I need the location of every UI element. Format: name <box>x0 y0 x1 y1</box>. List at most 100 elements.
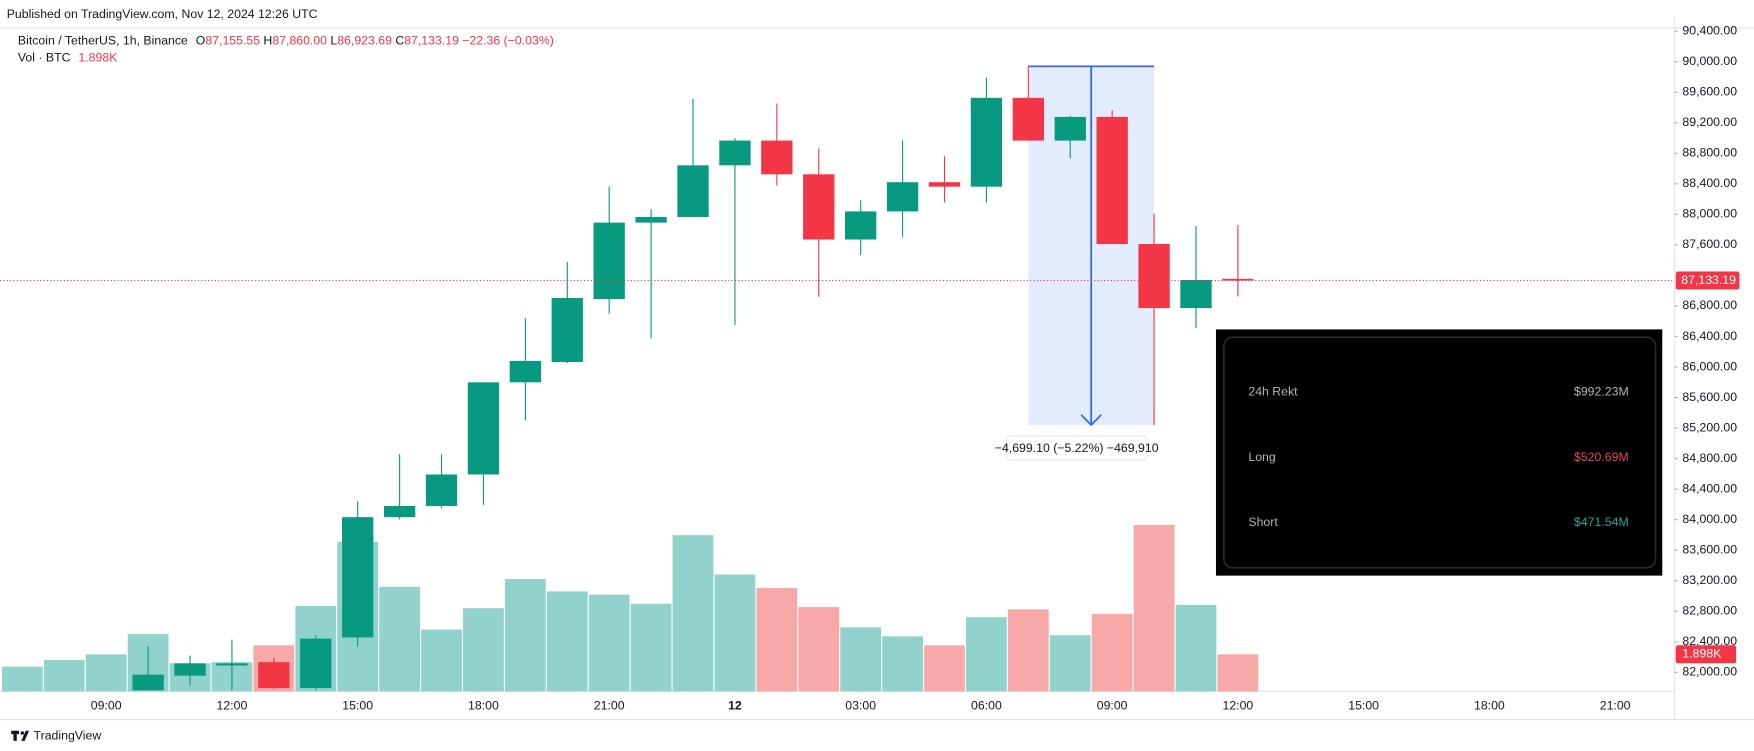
candle-body <box>509 360 542 383</box>
y-tick-label: 88,000.00 <box>1682 207 1737 221</box>
y-tick-label: 90,000.00 <box>1682 54 1737 68</box>
volume-bar <box>714 574 756 692</box>
volume-bar <box>1049 635 1091 692</box>
candle-body <box>383 505 416 518</box>
y-tick-label: 84,000.00 <box>1682 512 1737 526</box>
candle-body <box>467 382 500 475</box>
candle-body <box>425 474 458 506</box>
volume-bar <box>504 578 546 692</box>
candle-layer <box>132 66 1254 691</box>
candle-body <box>342 517 374 638</box>
measure-arrowhead <box>1080 414 1102 427</box>
ohlc-value: 87,155.55 <box>205 34 260 48</box>
x-tick-label: 09:00 <box>91 698 122 712</box>
y-tick-label: 84,400.00 <box>1682 481 1737 495</box>
volume-bar <box>966 617 1007 692</box>
ohlc-value: 87,133.19 <box>404 34 459 48</box>
volume-bar <box>924 645 965 692</box>
volume-bar <box>798 607 840 692</box>
y-tick-label: 82,800.00 <box>1682 604 1737 618</box>
candle-body <box>216 663 248 666</box>
x-tick-label: 06:00 <box>971 698 1002 712</box>
x-tick-label: 21:00 <box>1600 698 1631 712</box>
overlay-frame <box>1222 336 1657 569</box>
candle-body <box>970 97 1003 187</box>
volume-bar <box>463 608 504 692</box>
volume-bar <box>1175 604 1217 692</box>
volume-bar <box>756 587 798 692</box>
ohlc-key: L <box>330 34 337 48</box>
volume-bar <box>546 591 588 692</box>
x-tick-label: 12:00 <box>217 698 248 712</box>
y-tick-label: 90,400.00 <box>1682 23 1737 37</box>
volume-title: Vol · BTC <box>18 51 71 65</box>
overlay-label: 24h Rekt <box>1248 385 1298 399</box>
volume-bar <box>379 586 421 692</box>
candle-body <box>593 222 625 300</box>
ohlc-key: H <box>263 34 272 48</box>
candle-body <box>1054 116 1086 141</box>
candle-body <box>551 297 583 363</box>
candle-body <box>677 165 709 217</box>
candle-body <box>1222 278 1254 281</box>
measure-label-box <box>1005 435 1148 461</box>
x-tick-label: 12:00 <box>1223 698 1254 712</box>
volume-bar <box>672 535 714 692</box>
volume-bar <box>1217 654 1259 692</box>
y-tick-label: 88,800.00 <box>1682 146 1737 160</box>
x-tick-label: 18:00 <box>468 698 499 712</box>
candle-body <box>886 182 919 212</box>
volume-bar <box>421 629 462 692</box>
candle-body <box>803 174 835 240</box>
ohlc-key: O <box>196 34 206 48</box>
candle-body <box>258 662 290 689</box>
volume-value: 1.898K <box>78 51 118 65</box>
overlay-panel <box>1215 329 1663 576</box>
publisher: Published on TradingView.com, Nov 12, 20… <box>7 7 318 21</box>
last-price-label: 87,133.19 <box>1681 273 1736 287</box>
y-tick-label: 86,800.00 <box>1682 298 1737 312</box>
candle-body <box>1096 116 1128 245</box>
symbol-line: Bitcoin / TetherUS, 1h, Binance O87,155.… <box>18 34 554 48</box>
x-tick-label: 03:00 <box>845 698 876 712</box>
symbol: Bitcoin / TetherUS, 1h, Binance <box>18 34 188 48</box>
candle-body <box>1138 244 1170 309</box>
y-tick-label: 84,800.00 <box>1682 451 1737 465</box>
candle-body <box>1012 97 1044 141</box>
y-tick-label: 88,400.00 <box>1682 176 1737 190</box>
y-tick-label: 85,600.00 <box>1682 390 1737 404</box>
x-tick-label: 15:00 <box>342 698 373 712</box>
volume-line: Vol · BTC 1.898K <box>18 51 118 65</box>
y-tick-label: 83,600.00 <box>1682 542 1737 556</box>
overlay-label: Short <box>1248 515 1278 529</box>
ohlc-value: 87,860.00 <box>272 34 327 48</box>
y-tick-label: 83,200.00 <box>1682 573 1737 587</box>
candle-body <box>719 140 751 166</box>
y-tick-label: 85,200.00 <box>1682 420 1737 434</box>
volume-bar <box>840 627 882 692</box>
x-tick-label: 09:00 <box>1097 698 1128 712</box>
x-tick-label: 15:00 <box>1348 698 1379 712</box>
volume-bar <box>1091 613 1133 692</box>
brand: TradingView <box>34 729 102 743</box>
y-tick-label: 86,000.00 <box>1682 359 1737 373</box>
volume-bar <box>85 654 127 692</box>
volume-bar <box>630 603 672 692</box>
volume-bar <box>1 666 43 692</box>
volume-bar <box>588 594 630 692</box>
ohlc-value: 86,923.69 <box>337 34 392 48</box>
candle-body <box>845 211 877 240</box>
volume-badge <box>1675 645 1737 664</box>
y-tick-label: 89,600.00 <box>1682 85 1737 99</box>
overlay-label: Long <box>1248 450 1275 464</box>
candle-body <box>928 182 961 187</box>
overlay-value: $471.54M <box>1574 515 1629 529</box>
x-tick-label: 12 <box>728 698 742 712</box>
x-tick-label: 18:00 <box>1474 698 1505 712</box>
measure-label: −4,699.10 (−5.22%) −469,910 <box>995 441 1159 455</box>
volume-bar <box>43 659 85 692</box>
ohlc-key: C <box>395 34 404 48</box>
overlay-value: $520.69M <box>1574 450 1629 464</box>
